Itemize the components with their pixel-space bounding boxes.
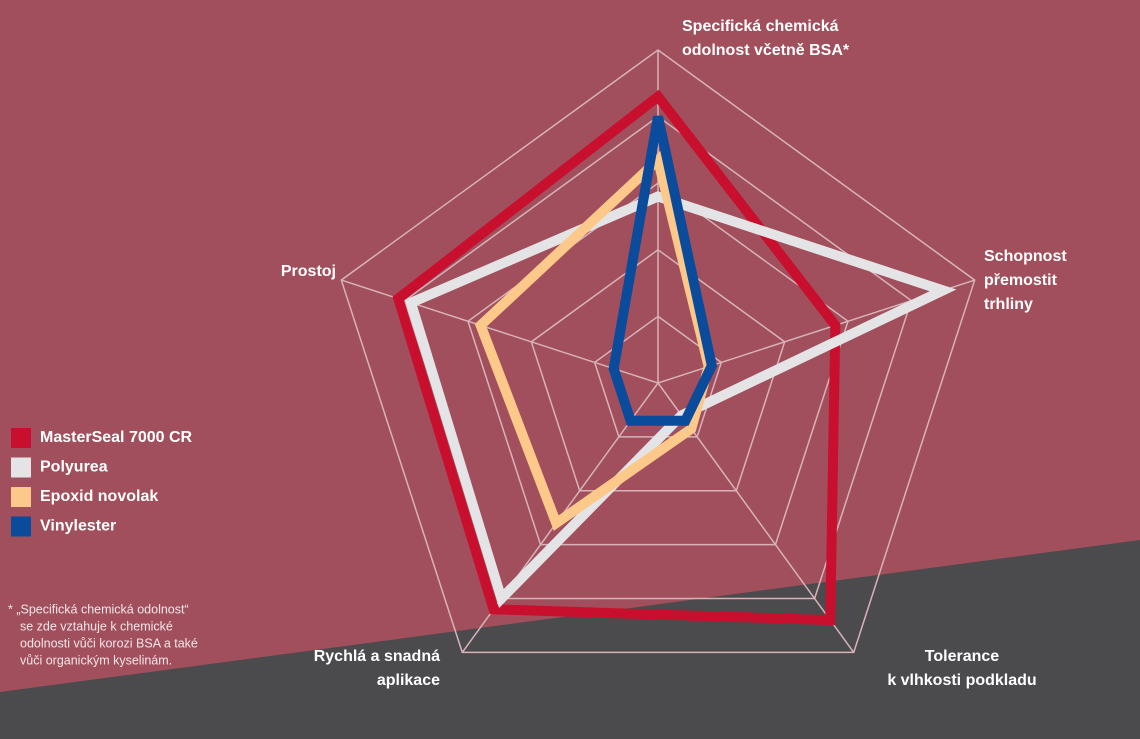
axis-label: Tolerance xyxy=(925,648,1000,665)
axis-labels: Specifická chemická odolnost včetně BSA* S… xyxy=(281,18,1067,689)
footnote-line: odolnosti vůči korozi BSA a také xyxy=(20,636,198,650)
legend-swatch xyxy=(11,487,31,507)
axis-label: Schopnost xyxy=(984,248,1067,265)
legend-swatch xyxy=(11,428,31,448)
legend-label: Epoxid novolak xyxy=(40,488,158,505)
series-outline xyxy=(392,89,841,626)
legend-swatch xyxy=(11,516,31,537)
legend-label: Polyurea xyxy=(40,459,108,476)
footnote-line: se zde vztahuje k chemické xyxy=(20,619,173,633)
grid-ring xyxy=(340,49,976,654)
series-outline xyxy=(404,191,957,609)
axis-label: přemostit xyxy=(984,272,1058,289)
series-outline xyxy=(608,115,718,426)
legend-label: MasterSeal 7000 CR xyxy=(40,429,193,446)
grid-ring xyxy=(530,248,786,492)
legend-label: Vinylester xyxy=(40,518,116,535)
plot xyxy=(392,89,957,626)
footnote: * „Specifická chemická odolnost“ se zde v… xyxy=(8,602,198,667)
legend: MasterSeal 7000 CR Polyurea Epoxid novolak… xyxy=(11,428,193,537)
background-floor xyxy=(0,540,1140,739)
axis-label: odolnost včetně BSA* xyxy=(682,42,850,59)
footnote-line: * „Specifická chemická odolnost“ xyxy=(8,602,189,616)
axis-label: k vlhkosti podkladu xyxy=(887,672,1036,689)
footnote-line: vůči organickým kyselinám. xyxy=(20,653,172,667)
axis-label: Rychlá a snadná xyxy=(314,648,440,665)
axis-label: trhliny xyxy=(984,296,1033,313)
axis-label: Prostoj xyxy=(281,263,336,280)
axis-label: Specifická chemická xyxy=(682,18,839,35)
axis-label: aplikace xyxy=(377,672,440,689)
legend-swatch xyxy=(11,457,31,478)
